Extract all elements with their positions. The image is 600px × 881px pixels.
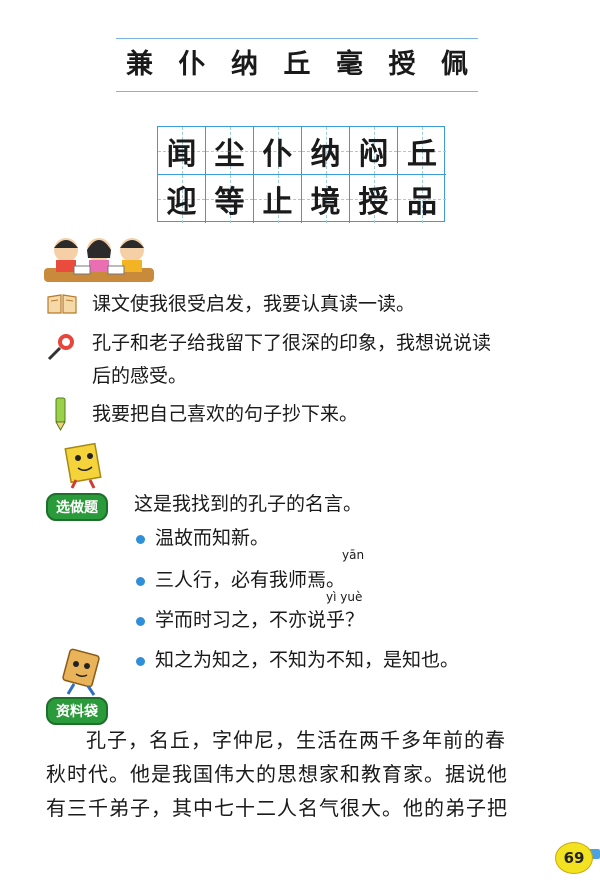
quote-text: 三人行，必有我师焉。 <box>155 569 346 591</box>
bullet-dot <box>136 616 145 626</box>
prompt-speak-line1: 孔子和老子给我留下了很深的印象，我想说说读 <box>92 332 492 354</box>
microphone-icon <box>47 334 74 361</box>
quote-item: 三人行，必有我师焉。 <box>136 565 345 592</box>
ruler-mascot <box>64 442 102 489</box>
children-reading-illustration <box>44 238 154 282</box>
vocab-char: 毫 <box>336 49 363 80</box>
vocab-bottom-rule <box>116 91 478 92</box>
page-number: 69 <box>555 842 593 874</box>
info-line: 孔子，名丘，字仲尼，生活在两千多年前的春 <box>86 728 506 752</box>
info-line: 有三千弟子，其中七十二人名气很大。他的弟子把 <box>46 796 508 820</box>
page-number-tab <box>588 849 600 859</box>
bullet-dot <box>136 656 145 666</box>
pinyin-yi-yue: yì yuè <box>326 590 363 604</box>
pinyin-yan: yān <box>342 548 365 562</box>
bag-mascot <box>62 648 100 696</box>
grid-cell: 丘 <box>398 127 446 175</box>
grid-cell: 闻 <box>158 127 206 175</box>
vocab-char: 纳 <box>231 49 258 80</box>
vocab-char: 佩 <box>441 49 468 80</box>
book-icon <box>47 294 77 314</box>
prompt-speak-line2: 后的感受。 <box>92 365 188 387</box>
info-badge: 资料袋 <box>46 697 108 725</box>
grid-cell: 授 <box>350 175 398 223</box>
quote-item: 温故而知新。 <box>136 523 269 550</box>
prompt-read: 课文使我很受启发，我要认真读一读。 <box>92 293 416 315</box>
vocab-char: 授 <box>388 49 416 80</box>
bullet-dot <box>136 576 145 586</box>
pen-icon <box>55 397 66 432</box>
info-line: 秋时代。他是我国伟大的思想家和教育家。据说他 <box>46 762 508 786</box>
vocab-char: 兼 <box>126 49 153 80</box>
vocab-top-rule <box>116 38 478 39</box>
grid-cell: 止 <box>254 175 302 223</box>
prompt-copy: 我要把自己喜欢的句子抄下来。 <box>92 403 359 425</box>
quote-text: 知之为知之，不知为不知，是知也。 <box>155 649 460 671</box>
vocab-banner: 兼 仆 纳 丘 毫 授 佩 <box>116 38 478 92</box>
grid-cell: 仆 <box>254 127 302 175</box>
quote-item: 知之为知之，不知为不知，是知也。 <box>136 645 459 672</box>
writing-grid: 闻 尘 仆 纳 闷 丘 迎 等 止 境 授 品 <box>157 126 446 223</box>
grid-cell: 纳 <box>302 127 350 175</box>
vocab-characters: 兼 仆 纳 丘 毫 授 佩 <box>116 44 478 86</box>
bullet-dot <box>136 534 145 544</box>
vocab-char: 仆 <box>178 49 206 80</box>
grid-cell: 等 <box>206 175 254 223</box>
grid-cell: 迎 <box>158 175 206 223</box>
optional-badge: 选做题 <box>46 493 108 521</box>
grid-cell: 闷 <box>350 127 398 175</box>
grid-cell: 境 <box>302 175 350 223</box>
quote-item: 学而时习之，不亦说乎？ <box>136 605 364 632</box>
quote-text: 温故而知新。 <box>155 527 270 549</box>
grid-cell: 品 <box>398 175 446 223</box>
optional-intro: 这是我找到的孔子的名言。 <box>134 493 363 515</box>
grid-cell: 尘 <box>206 127 254 175</box>
quote-text: 学而时习之，不亦说乎？ <box>155 609 365 631</box>
vocab-char: 丘 <box>283 49 311 80</box>
